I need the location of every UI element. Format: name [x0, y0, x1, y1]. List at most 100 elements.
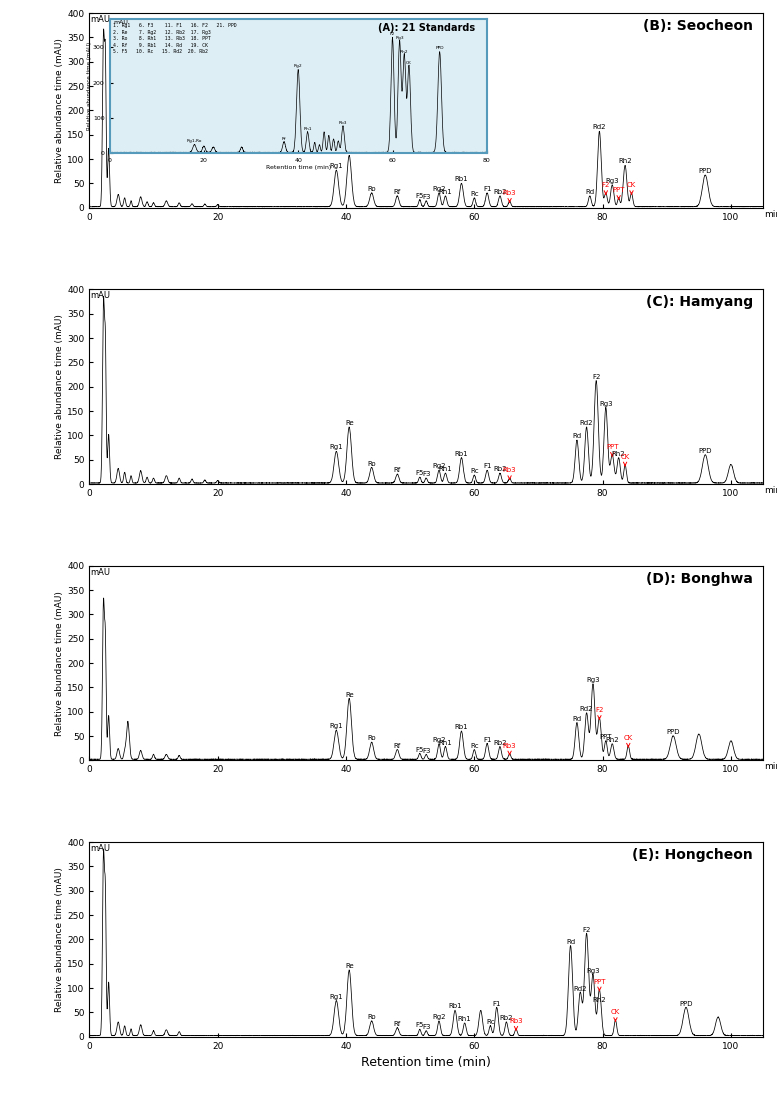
Text: Rg1: Rg1: [329, 163, 343, 169]
Text: Rb1: Rb1: [455, 177, 469, 182]
Text: Ro: Ro: [368, 1014, 376, 1020]
Text: Rg3: Rg3: [586, 677, 600, 683]
Text: Rg2: Rg2: [432, 737, 446, 743]
Text: CK: CK: [621, 454, 629, 465]
Text: PPT: PPT: [600, 734, 612, 740]
Text: F1: F1: [483, 186, 491, 192]
Text: Rh2: Rh2: [611, 451, 625, 456]
Text: Rd2: Rd2: [593, 124, 606, 131]
Text: Rh2: Rh2: [593, 997, 606, 1003]
Text: mAU: mAU: [90, 568, 110, 577]
Text: F3: F3: [422, 1024, 430, 1030]
Text: Rb2: Rb2: [493, 466, 507, 473]
Text: F1: F1: [483, 463, 491, 470]
Text: F2: F2: [601, 182, 610, 194]
Text: Rg3: Rg3: [605, 178, 619, 184]
Y-axis label: Relative abundance time (mAU): Relative abundance time (mAU): [55, 590, 64, 735]
Text: Rb1: Rb1: [448, 1004, 462, 1009]
Text: F5: F5: [416, 471, 424, 476]
Text: Ro: Ro: [368, 735, 376, 742]
Text: Rf: Rf: [394, 467, 401, 473]
Text: PPD: PPD: [699, 168, 712, 174]
Text: (D): Bonghwa: (D): Bonghwa: [646, 572, 753, 586]
Text: min: min: [765, 210, 777, 218]
Text: Rh1: Rh1: [438, 739, 452, 746]
Text: F5: F5: [416, 193, 424, 199]
Text: Rd2: Rd2: [573, 986, 587, 992]
Text: Rf: Rf: [394, 189, 401, 195]
Text: Rg2: Rg2: [432, 1014, 446, 1020]
Text: Rf: Rf: [394, 1021, 401, 1027]
Text: Rh1: Rh1: [458, 1016, 472, 1022]
Text: Rb3: Rb3: [509, 1018, 523, 1030]
Text: PPD: PPD: [699, 448, 712, 454]
Text: mAU: mAU: [90, 844, 110, 853]
Text: Rg2: Rg2: [432, 463, 446, 470]
Y-axis label: Relative abundance time (mAU): Relative abundance time (mAU): [55, 867, 64, 1011]
Text: CK: CK: [624, 735, 633, 747]
Text: PPT: PPT: [606, 444, 618, 456]
Text: Rd: Rd: [573, 716, 581, 722]
Text: Rd: Rd: [566, 939, 575, 945]
Text: F1: F1: [483, 737, 491, 743]
Text: PPT: PPT: [593, 979, 605, 991]
Text: F5: F5: [416, 1022, 424, 1028]
Text: Rd2: Rd2: [580, 706, 594, 712]
Text: F1: F1: [493, 1000, 501, 1007]
Text: (E): Hongcheon: (E): Hongcheon: [632, 848, 753, 862]
Y-axis label: Relative abundance time (mAU): Relative abundance time (mAU): [55, 315, 64, 460]
Text: Rh1: Rh1: [438, 189, 452, 195]
Text: PPT: PPT: [612, 188, 625, 199]
Text: Rb1: Rb1: [455, 724, 469, 731]
Text: Rd: Rd: [585, 189, 594, 195]
Text: Rc: Rc: [486, 1019, 495, 1025]
Text: Rb3: Rb3: [503, 467, 517, 479]
Text: Rg1: Rg1: [329, 723, 343, 730]
Text: F3: F3: [422, 194, 430, 200]
Text: Rf: Rf: [394, 743, 401, 748]
Text: F3: F3: [422, 747, 430, 754]
Text: PPD: PPD: [679, 1000, 693, 1007]
Text: Rg3: Rg3: [599, 400, 612, 407]
Text: Rb2: Rb2: [493, 189, 507, 195]
Text: min: min: [765, 486, 777, 495]
Text: Rd: Rd: [573, 433, 581, 439]
X-axis label: Retention time (min): Retention time (min): [361, 1056, 491, 1070]
Text: Rb3: Rb3: [503, 743, 517, 755]
Text: Rb2: Rb2: [493, 739, 507, 746]
Text: Re: Re: [345, 691, 354, 698]
Text: CK: CK: [611, 1009, 620, 1021]
Text: Rg1: Rg1: [329, 994, 343, 999]
Text: (C): Hamyang: (C): Hamyang: [646, 295, 753, 309]
Text: Rg2: Rg2: [432, 186, 446, 192]
Text: Re: Re: [345, 420, 354, 426]
Y-axis label: Relative abundance time (mAU): Relative abundance time (mAU): [55, 38, 64, 183]
Text: Ro: Ro: [368, 461, 376, 466]
Text: F2: F2: [595, 708, 604, 720]
Text: F5: F5: [416, 747, 424, 753]
Text: Rh1: Rh1: [438, 466, 452, 473]
Text: F3: F3: [422, 472, 430, 477]
Text: Re: Re: [345, 149, 354, 155]
Text: (B): Seocheon: (B): Seocheon: [643, 19, 753, 33]
Text: Rc: Rc: [470, 743, 479, 748]
Text: Rb2: Rb2: [500, 1015, 513, 1021]
Text: mAU: mAU: [90, 15, 110, 24]
Text: Rh2: Rh2: [618, 158, 632, 165]
Text: Rg3: Rg3: [586, 968, 600, 974]
Text: CK: CK: [627, 182, 636, 194]
Text: PPD: PPD: [667, 730, 680, 735]
Text: Re: Re: [345, 963, 354, 969]
Text: mAU: mAU: [90, 292, 110, 301]
Text: Rc: Rc: [470, 191, 479, 197]
Text: Rb3: Rb3: [503, 190, 517, 202]
Text: Rd2: Rd2: [580, 420, 594, 426]
Text: Rc: Rc: [470, 468, 479, 474]
Text: Rh2: Rh2: [605, 737, 619, 743]
Text: F2: F2: [583, 927, 591, 932]
Text: min: min: [765, 762, 777, 771]
Text: Rb1: Rb1: [455, 451, 469, 456]
Text: Rg1: Rg1: [329, 444, 343, 451]
Text: Ro: Ro: [368, 186, 376, 192]
Text: F2: F2: [592, 374, 601, 380]
